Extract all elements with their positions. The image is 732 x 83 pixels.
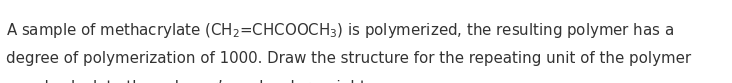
Text: and calculate the polymer’s molecular weight: and calculate the polymer’s molecular we… [6,80,366,83]
Text: degree of polymerization of 1000. Draw the structure for the repeating unit of t: degree of polymerization of 1000. Draw t… [6,51,691,66]
Text: A sample of methacrylate ($\mathregular{CH_2}$=CHCOOC$\mathregular{H_3}$) is pol: A sample of methacrylate ($\mathregular{… [6,21,674,40]
